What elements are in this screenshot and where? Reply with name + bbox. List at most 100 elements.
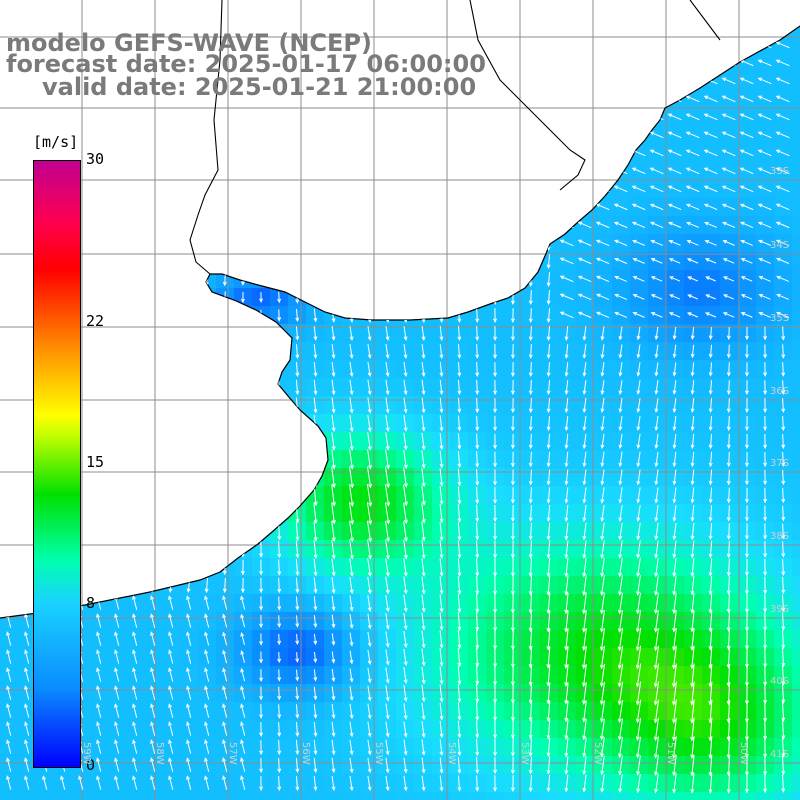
wind-arrow <box>618 451 623 468</box>
wind-arrow <box>690 593 695 614</box>
wind-arrow <box>690 717 695 742</box>
wind-arrow <box>564 737 569 758</box>
wind-arrow <box>600 718 605 741</box>
wind-arrow <box>313 558 318 577</box>
wind-arrow <box>240 613 246 628</box>
wind-arrow <box>240 757 246 772</box>
wind-arrow <box>222 703 228 718</box>
wind-arrow <box>577 257 592 265</box>
wind-arrow <box>277 309 282 322</box>
wind-arrow <box>457 486 462 505</box>
wind-arrow <box>672 736 677 759</box>
wind-arrow <box>403 484 408 507</box>
wind-arrow <box>653 681 660 706</box>
wind-arrow <box>222 631 228 646</box>
wind-arrow <box>649 203 664 211</box>
wind-arrow <box>510 398 515 414</box>
wind-arrow <box>114 613 120 628</box>
wind-arrow <box>421 594 426 613</box>
wind-arrow <box>421 467 426 488</box>
wind-arrow <box>600 774 605 793</box>
wind-arrow <box>421 415 426 432</box>
wind-arrow <box>277 740 282 756</box>
wind-arrow <box>348 502 355 525</box>
wind-arrow <box>493 701 498 722</box>
wind-arrow <box>475 415 480 432</box>
wind-arrow <box>685 167 700 175</box>
wind-arrow <box>668 221 682 228</box>
wind-arrow <box>204 631 210 646</box>
wind-arrow <box>564 415 569 432</box>
wind-arrow <box>295 634 300 646</box>
wind-arrow <box>186 703 192 718</box>
wind-arrow <box>204 775 210 790</box>
wind-arrow <box>775 203 790 211</box>
wind-arrow <box>740 312 753 318</box>
wind-arrow <box>403 685 408 702</box>
wind-arrow <box>331 502 336 525</box>
colorbar-tick: 30 <box>86 150 105 168</box>
wind-arrow <box>722 258 735 264</box>
wind-arrow <box>96 613 102 628</box>
wind-arrow <box>24 667 30 682</box>
wind-arrow <box>259 758 264 774</box>
wind-arrow <box>421 326 426 341</box>
wind-arrow <box>403 630 408 649</box>
wind-arrow <box>744 487 749 504</box>
wind-arrow <box>367 361 372 378</box>
wind-arrow <box>349 721 354 738</box>
wind-arrow <box>667 149 682 157</box>
wind-arrow <box>168 775 174 790</box>
wind-arrow <box>421 432 426 451</box>
longitude-label: 52W <box>592 742 603 765</box>
wind-arrow <box>546 344 551 360</box>
wind-arrow <box>439 522 444 542</box>
wind-arrow <box>510 469 515 486</box>
wind-arrow <box>600 362 605 377</box>
wind-arrow <box>168 631 174 646</box>
wind-arrow <box>475 308 480 324</box>
wind-arrow <box>168 595 174 610</box>
wind-arrow <box>114 649 120 664</box>
wind-arrow <box>385 344 390 360</box>
wind-arrow <box>671 699 677 724</box>
wind-arrow <box>559 311 574 319</box>
wind-arrow <box>757 185 772 193</box>
wind-arrow <box>635 592 642 615</box>
wind-arrow <box>690 699 695 724</box>
wind-arrow <box>421 721 426 738</box>
wind-arrow <box>114 757 120 772</box>
wind-arrow <box>564 610 569 633</box>
wind-arrow <box>403 739 408 756</box>
colorbar-tick: 0 <box>86 756 96 774</box>
wind-arrow <box>367 414 372 433</box>
wind-arrow <box>367 432 372 451</box>
wind-arrow <box>708 505 713 522</box>
wind-arrow <box>385 775 390 792</box>
wind-arrow <box>726 593 731 614</box>
wind-arrow <box>295 326 300 341</box>
wind-arrow <box>421 702 426 721</box>
wind-arrow <box>313 503 318 525</box>
wind-arrow <box>726 344 731 359</box>
wind-arrow <box>277 669 282 682</box>
wind-arrow <box>757 131 772 139</box>
wind-arrow <box>614 311 628 318</box>
wind-arrow <box>439 379 444 396</box>
wind-arrow <box>617 645 624 670</box>
wind-arrow <box>313 686 318 701</box>
wind-arrow <box>636 557 641 578</box>
wind-arrow <box>331 721 336 738</box>
wind-arrow <box>564 344 569 359</box>
wind-arrow <box>475 362 480 378</box>
wind-arrow <box>439 415 444 432</box>
wind-arrow <box>403 721 408 738</box>
wind-arrow <box>582 380 587 395</box>
longitude-label: 55W <box>373 742 384 765</box>
wind-arrow <box>726 773 731 794</box>
wind-arrow <box>636 344 641 359</box>
wind-arrow <box>349 379 354 396</box>
wind-arrow <box>493 720 498 739</box>
wind-arrow <box>367 539 372 560</box>
latitude-label: 39S <box>770 604 790 615</box>
